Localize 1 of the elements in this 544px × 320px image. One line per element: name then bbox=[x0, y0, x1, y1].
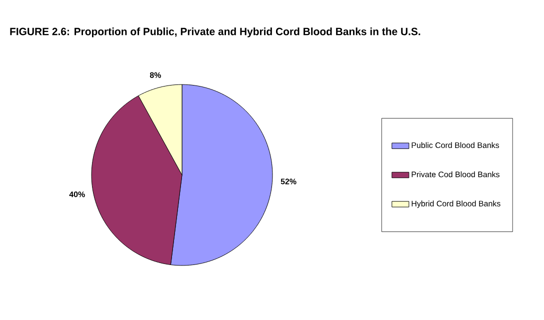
chart-title: FIGURE 2.6: Proportion of Public, Private and Hybrid Cord Blood Banks in the U.S. bbox=[10, 28, 420, 38]
